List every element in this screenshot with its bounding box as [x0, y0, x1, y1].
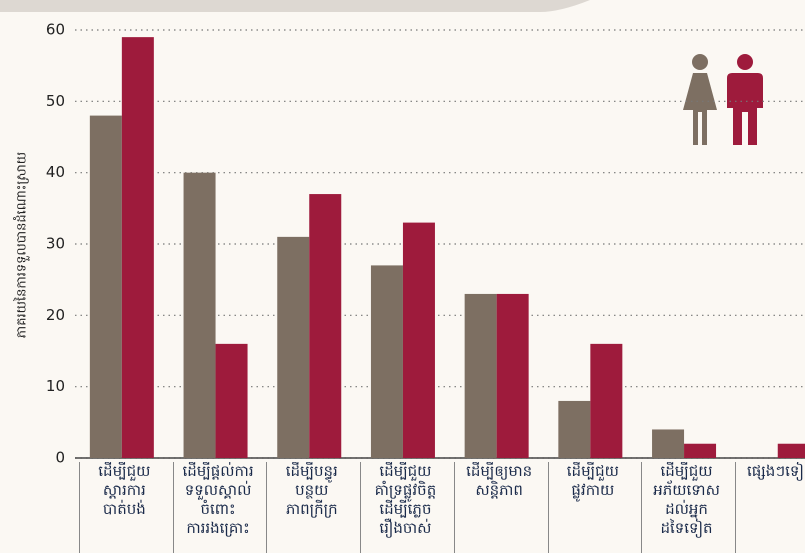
legend-icons: [683, 54, 763, 145]
bar: [402, 222, 435, 458]
bar: [89, 115, 122, 458]
y-tick-label: 40: [46, 163, 65, 181]
bar: [558, 400, 591, 458]
y-tick-label: 30: [46, 235, 65, 253]
x-tick-label: ផ្សេងៗទៀត: [734, 462, 805, 553]
bar: [121, 37, 154, 459]
bar: [496, 293, 529, 458]
x-tick-label: ដើម្បីឲ្យមាន សន្តិភាព: [453, 462, 544, 553]
y-tick-label: 50: [46, 92, 65, 110]
y-tick-label: 0: [55, 449, 65, 467]
bar: [464, 293, 497, 458]
bar: [215, 343, 248, 458]
bar: [370, 265, 403, 458]
y-tick-label: 10: [46, 377, 65, 395]
x-tick-label: ដើម្បីជួយ គាំទ្រផ្លូវចិត្ត ដើម្បីភ្លេច រ…: [360, 462, 450, 553]
bar: [309, 194, 342, 459]
bar: [183, 172, 216, 458]
bar: [652, 429, 685, 458]
bar: [590, 343, 623, 458]
banner: [0, 0, 590, 12]
y-tick-label: 20: [46, 306, 65, 324]
y-axis-label: ភាគរយនៃការទទួលបានដំណោះស្រាយ: [13, 152, 31, 338]
male-icon: [727, 54, 763, 145]
bar: [277, 236, 310, 458]
x-tick-label: ដើម្បីជួយ ផ្លូវកាយ: [547, 462, 638, 553]
x-tick-label: ដើម្បីជួយ អភ័យទោស ដល់អ្នក ដទៃទៀត: [641, 462, 731, 553]
x-tick-label: ដើម្បីបន្ធូរ បន្ថយ ភាពក្រីក្រ: [266, 462, 356, 553]
bar: [684, 443, 717, 458]
bar: [777, 443, 805, 458]
female-icon: [683, 54, 717, 145]
x-tick-label: ដើម្បីជួយ ស្តារការ បាត់បង់: [79, 462, 169, 553]
y-tick-label: 60: [46, 21, 65, 39]
x-tick-label: ដើម្បីផ្តល់ការ ទទួលស្គាល់ ចំពោះ ការរងគ្រ…: [172, 462, 263, 553]
